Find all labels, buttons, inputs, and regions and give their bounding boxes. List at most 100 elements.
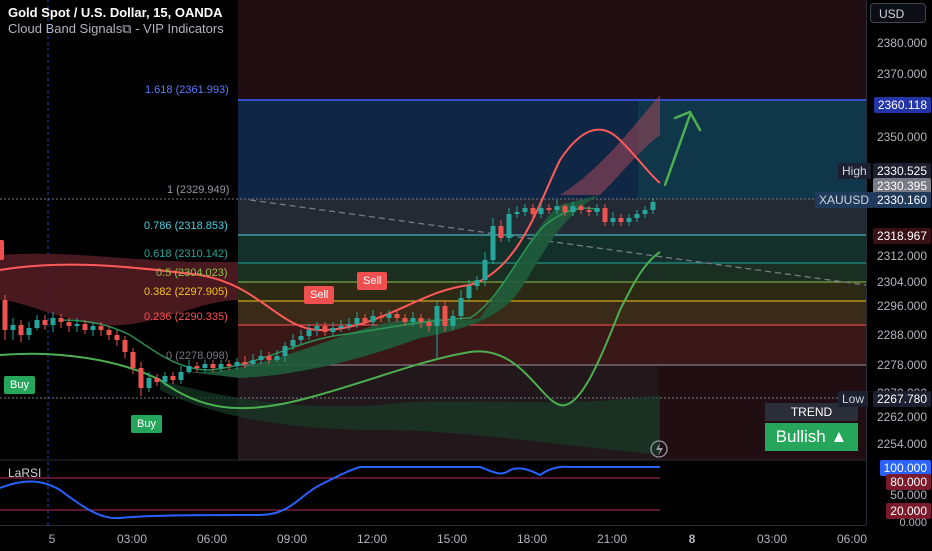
candle-body — [186, 366, 192, 372]
bullish-arrow-icon — [663, 110, 702, 187]
fib-label-236: 0.236 (2290.335) — [144, 311, 228, 323]
candle-body — [210, 364, 216, 368]
lower-green-curve — [0, 251, 661, 410]
sell-signal-edge[interactable] — [0, 240, 4, 260]
buy-signal[interactable]: Buy — [4, 376, 35, 394]
price-tick: 2296.000 — [876, 299, 927, 313]
fib-label-1: 1 (2329.949) — [167, 184, 230, 196]
candle-body — [554, 206, 560, 210]
price-tick: 2288.000 — [876, 328, 927, 342]
candle-body — [394, 314, 400, 318]
candle-body — [642, 210, 648, 214]
sell-signal[interactable]: Sell — [304, 286, 335, 304]
candle-body — [106, 330, 112, 335]
high-price-tag: 2330.525 — [872, 163, 931, 179]
candle-body — [290, 340, 296, 346]
fib-zone-382 — [238, 282, 866, 301]
candle-body — [18, 325, 24, 335]
candle-body — [402, 318, 408, 322]
candle-body — [362, 318, 368, 322]
chart-legend[interactable]: Gold Spot / U.S. Dollar, 15, OANDA Cloud… — [8, 5, 224, 37]
fib-label-618: 0.618 (2310.142) — [144, 248, 228, 260]
time-tick: 06:00 — [196, 532, 228, 546]
price-tick: 2304.000 — [876, 275, 927, 289]
candle-body — [474, 280, 480, 286]
candle-body — [586, 210, 592, 212]
candle-body — [170, 376, 176, 380]
high-label: High — [838, 163, 871, 179]
candle-body — [434, 306, 440, 326]
candle-body — [282, 346, 288, 356]
trend-dashed-line — [249, 199, 866, 286]
candle-body — [82, 324, 88, 330]
fib-zone-mid — [238, 235, 866, 263]
candle-body — [2, 300, 8, 330]
candle-body — [618, 218, 624, 222]
candle-body — [130, 352, 136, 368]
time-axis[interactable]: 5 03:00 06:00 09:00 12:00 15:00 18:00 21… — [0, 525, 868, 551]
price-tick: 2350.000 — [876, 130, 927, 144]
fib-label-382: 0.382 (2297.905) — [144, 286, 228, 298]
price-tick: 2278.000 — [876, 358, 927, 372]
buy-signal[interactable]: Buy — [131, 415, 162, 433]
mid-green-curve — [59, 207, 601, 371]
fib-zone-5 — [238, 263, 866, 282]
sell-signal[interactable]: Sell — [357, 272, 388, 290]
trend-panel: TREND Bullish ▲ — [765, 403, 858, 451]
trend-value: Bullish ▲ — [765, 423, 858, 451]
lightning-icon — [650, 440, 668, 458]
price-chart[interactable] — [0, 0, 866, 525]
candle-body — [650, 202, 656, 210]
time-tick: 03:00 — [756, 532, 788, 546]
candle-body — [242, 362, 248, 364]
candle-body — [562, 206, 568, 212]
candle-body — [354, 318, 360, 324]
rsi-0-label: 0.000 — [899, 517, 927, 529]
rsi-pane-title[interactable]: LaRSI — [8, 466, 42, 480]
fib-label-5: 0.5 (2304.023) — [156, 267, 228, 279]
candle-body — [458, 298, 464, 316]
candle-body — [386, 314, 392, 318]
time-tick: 5 — [48, 532, 56, 546]
currency-button[interactable]: USD — [870, 3, 926, 23]
red-projection-band — [560, 95, 660, 195]
candle-body — [330, 328, 336, 332]
candle-body — [162, 376, 168, 382]
symbol-title: Gold Spot / U.S. Dollar, 15, OANDA — [8, 5, 223, 20]
fib-zone-236 — [238, 301, 866, 325]
candle-body — [498, 226, 504, 238]
candle-body — [10, 325, 16, 330]
rsi-80-tag: 80.000 — [886, 474, 931, 490]
candle-body — [298, 336, 304, 340]
candle-body — [418, 318, 424, 322]
candle-body — [274, 356, 280, 360]
candle-body — [626, 218, 632, 222]
price-tick: 2312.000 — [876, 249, 927, 263]
larsi-line — [0, 465, 660, 520]
price-axis[interactable]: 2380.000 2370.000 2350.000 2312.000 2304… — [866, 0, 932, 529]
candle-body — [154, 378, 160, 382]
price-tick: 2254.000 — [876, 437, 927, 451]
candle-body — [138, 368, 144, 388]
time-tick: 09:00 — [276, 532, 308, 546]
candle-body — [234, 362, 240, 366]
candle-body — [146, 378, 152, 388]
price-tick: 2262.000 — [876, 410, 927, 424]
candle-body — [426, 322, 432, 326]
candle-body — [90, 326, 96, 330]
candle-body — [594, 208, 600, 212]
candle-body — [610, 218, 616, 222]
candle-body — [250, 360, 256, 364]
candle-body — [338, 326, 344, 328]
upper-red-curve — [0, 128, 661, 332]
rsi-100-tag: 100.000 — [879, 460, 931, 476]
candle-body — [346, 324, 352, 326]
time-tick: 06:00 — [836, 532, 868, 546]
candle-body — [26, 328, 32, 335]
candle-body — [546, 208, 552, 210]
candle-body — [482, 260, 488, 280]
candle-body — [58, 318, 64, 322]
projection-zone — [638, 100, 866, 199]
candle-body — [202, 364, 208, 368]
candle-body — [514, 212, 520, 214]
